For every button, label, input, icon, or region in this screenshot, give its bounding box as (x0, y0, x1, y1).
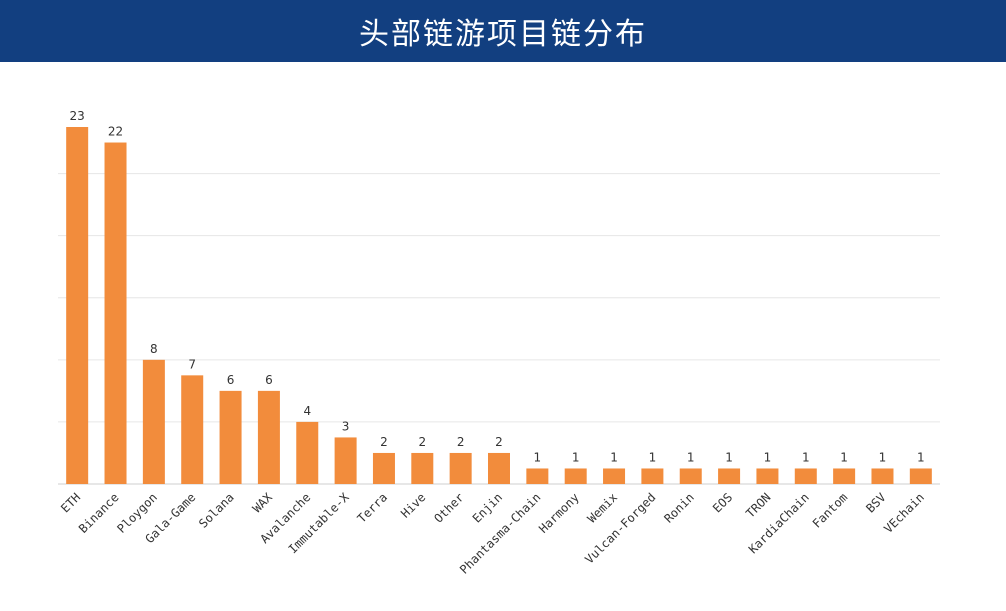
x-tick-label: Fantom (810, 490, 851, 531)
data-label: 4 (303, 404, 311, 418)
data-label: 2 (380, 435, 388, 449)
data-label: 1 (764, 450, 772, 464)
x-tick-label: Enjin (470, 490, 505, 525)
data-label: 1 (879, 450, 887, 464)
bar-fantom (833, 468, 856, 484)
data-label: 1 (840, 450, 848, 464)
data-label: 6 (265, 373, 273, 387)
bar-binance (104, 142, 127, 485)
data-label: 1 (725, 450, 733, 464)
x-tick-label: Vulcan-Forged (582, 490, 658, 566)
bar-kardiachain (794, 468, 817, 484)
data-label: 1 (917, 450, 925, 464)
bar-terra (372, 452, 395, 484)
bar-vechain (909, 468, 932, 484)
data-label: 3 (342, 419, 350, 433)
bar-phantasma-chain (526, 468, 549, 484)
x-tick-label: Terra (355, 490, 390, 525)
data-label: 2 (495, 435, 503, 449)
data-label: 22 (108, 125, 123, 139)
bar-other (449, 452, 472, 484)
data-label: 2 (418, 435, 426, 449)
bar-enjin (488, 452, 510, 484)
x-tick-label: Wemix (585, 490, 620, 525)
bar-ploygon (142, 359, 165, 484)
data-label: 23 (70, 109, 85, 123)
x-tick-label: Binance (76, 490, 122, 536)
x-tick-label: Harmony (536, 490, 582, 536)
x-tick-label: TRON (743, 490, 773, 520)
bar-ronin (679, 468, 702, 484)
bar-hive (411, 452, 434, 484)
x-tick-label: VEchain (881, 490, 927, 536)
x-tick-label: WAX (250, 490, 276, 516)
x-tick-label: Hive (398, 490, 428, 520)
data-label: 1 (687, 450, 695, 464)
bar-bsv (871, 468, 894, 484)
bar-wax (257, 390, 280, 484)
bar-gala-game (181, 375, 204, 484)
x-tick-label: Ronin (661, 490, 696, 525)
header-banner: 头部链游项目链分布 (0, 0, 1006, 62)
chart-title: 头部链游项目链分布 (359, 17, 647, 52)
x-tick-label: Other (431, 490, 466, 525)
bar-harmony (564, 468, 587, 484)
data-label: 1 (802, 450, 810, 464)
bar-vulcan-forged (641, 468, 664, 484)
x-tick-label: ETH (58, 490, 83, 515)
data-label: 2 (457, 435, 465, 449)
bar-eos (718, 468, 741, 484)
x-tick-label: EOS (710, 490, 735, 515)
data-label: 8 (150, 342, 158, 356)
bars (66, 127, 932, 485)
bar-solana (219, 390, 242, 484)
bar-tron (756, 468, 779, 484)
data-label: 7 (188, 357, 196, 371)
bar-avalanche (296, 421, 319, 484)
x-tick-label: Solana (196, 490, 237, 531)
data-label: 1 (572, 450, 580, 464)
data-label: 6 (227, 373, 235, 387)
bar-wemix (603, 468, 626, 484)
bar-immutable-x (334, 437, 357, 484)
data-label: 1 (534, 450, 542, 464)
data-label: 1 (649, 450, 657, 464)
x-tick-label: BSV (863, 490, 888, 515)
bar-eth (66, 127, 89, 484)
data-label: 1 (610, 450, 618, 464)
